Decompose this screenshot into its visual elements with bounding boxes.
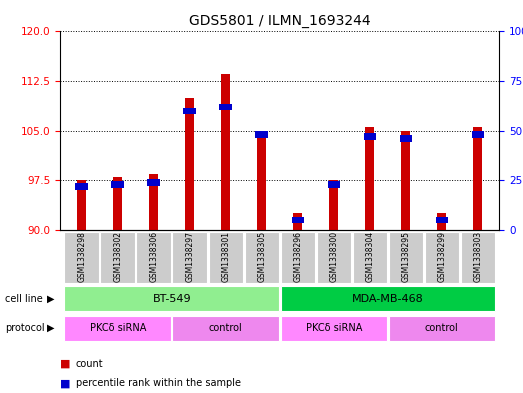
Bar [280,232,315,283]
Text: GSM1338302: GSM1338302 [113,231,122,282]
Text: count: count [76,358,104,369]
Bar [389,232,423,283]
Bar [149,174,158,230]
Text: cell line: cell line [5,294,43,304]
Bar [77,180,86,230]
Bar [173,232,207,283]
Text: control: control [209,323,243,333]
Bar [461,232,495,283]
Bar [184,108,196,114]
Bar [256,131,268,138]
Text: GSM1338300: GSM1338300 [329,231,338,282]
Bar [111,181,124,187]
Bar [437,213,446,230]
Bar [425,232,459,283]
Text: GSM1338298: GSM1338298 [77,231,86,282]
Bar [64,232,99,283]
Bar [137,232,171,283]
Text: BT-549: BT-549 [153,294,191,304]
Bar [185,97,194,230]
Text: GSM1338303: GSM1338303 [473,231,482,282]
Text: GSM1338296: GSM1338296 [293,231,302,282]
Bar [220,103,232,110]
Bar [147,179,160,185]
Text: PKCδ siRNA: PKCδ siRNA [305,323,362,333]
Text: MDA-MB-468: MDA-MB-468 [352,294,424,304]
Bar [280,316,387,340]
Text: PKCδ siRNA: PKCδ siRNA [89,323,146,333]
Bar [209,232,243,283]
Text: GSM1338295: GSM1338295 [401,231,411,282]
Text: GSM1338306: GSM1338306 [149,231,158,282]
Text: ▶: ▶ [48,294,55,304]
Bar [291,217,304,223]
Bar [473,127,482,230]
Bar [64,286,279,311]
Bar [366,127,374,230]
Bar [245,232,279,283]
Bar [100,232,135,283]
Text: GSM1338305: GSM1338305 [257,231,266,282]
Bar [472,131,484,138]
Text: control: control [425,323,459,333]
Bar [389,316,495,340]
Bar [436,217,448,223]
Bar [64,316,171,340]
Text: ■: ■ [60,378,71,388]
Bar [329,180,338,230]
Text: GSM1338299: GSM1338299 [437,231,446,282]
Title: GDS5801 / ILMN_1693244: GDS5801 / ILMN_1693244 [189,14,371,28]
Bar [257,130,266,230]
Text: protocol: protocol [5,323,45,333]
Bar [221,74,230,230]
Bar [173,316,279,340]
Bar [401,130,411,230]
Bar [353,232,387,283]
Text: ▶: ▶ [48,323,55,333]
Bar [113,177,122,230]
Text: GSM1338304: GSM1338304 [366,231,374,282]
Bar [75,183,88,189]
Bar [363,133,376,140]
Text: GSM1338301: GSM1338301 [221,231,230,282]
Text: percentile rank within the sample: percentile rank within the sample [76,378,241,388]
Text: GSM1338297: GSM1338297 [185,231,194,282]
Bar [327,181,340,187]
Text: ■: ■ [60,358,71,369]
Bar [293,213,302,230]
Bar [316,232,351,283]
Bar [280,286,495,311]
Bar [400,135,412,142]
